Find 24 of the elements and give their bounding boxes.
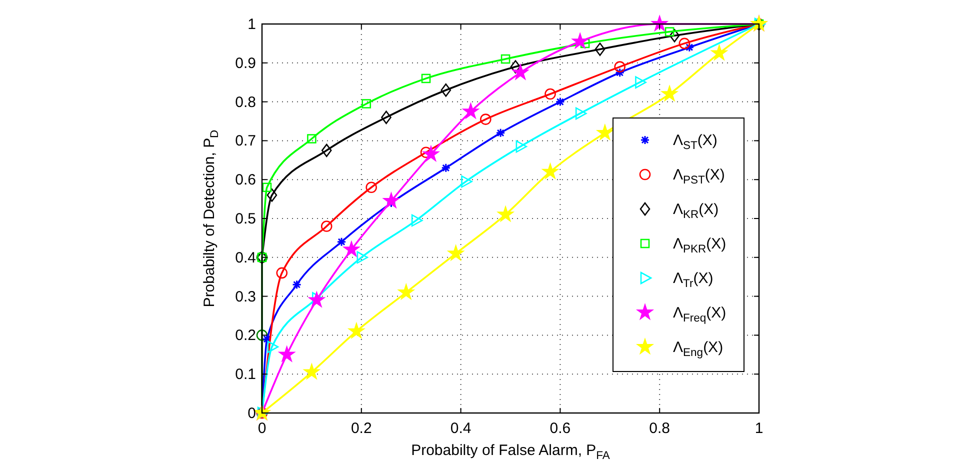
legend-label: Λ$_{PST}$(X) <box>673 166 725 186</box>
x-tick-label: 0.4 <box>450 420 472 437</box>
x-tick-label: 0.6 <box>550 420 571 437</box>
legend-label: Λ$_{KR}$(X) <box>673 201 719 221</box>
legend-label: Λ$_{PKR}$(X) <box>673 236 726 256</box>
x-tick-label: 0.2 <box>350 420 372 437</box>
y-tick-label: 0 <box>248 405 256 422</box>
y-tick-label: 0.7 <box>235 132 256 150</box>
legend-label: Λ$_{Tr}$(X) <box>673 270 714 290</box>
legend-label: Λ$_{Eng}$(X) <box>673 339 724 359</box>
x-tick-label: 1 <box>754 420 764 437</box>
y-tick-label: 0.6 <box>235 172 256 189</box>
y-tick-label: 0.8 <box>235 94 256 111</box>
x-tick-label: 0.8 <box>649 420 670 437</box>
y-tick-label: 1 <box>248 16 256 33</box>
y-tick-label: 0.4 <box>235 249 256 266</box>
y-tick-label: 0.9 <box>235 54 256 72</box>
legend-label: Λ$_{ST}$(X) <box>673 132 718 152</box>
y-tick-label: 0.5 <box>235 210 256 228</box>
y-tick-label: 0.3 <box>235 288 256 306</box>
y-tick-label: 0.1 <box>235 366 256 384</box>
x-axis-title: Probabilty of False Alarm, P$_{FA}$ <box>411 442 610 462</box>
y-tick-label: 0.2 <box>235 327 256 344</box>
legend-label: Λ$_{Freq}$(X) <box>673 304 726 324</box>
